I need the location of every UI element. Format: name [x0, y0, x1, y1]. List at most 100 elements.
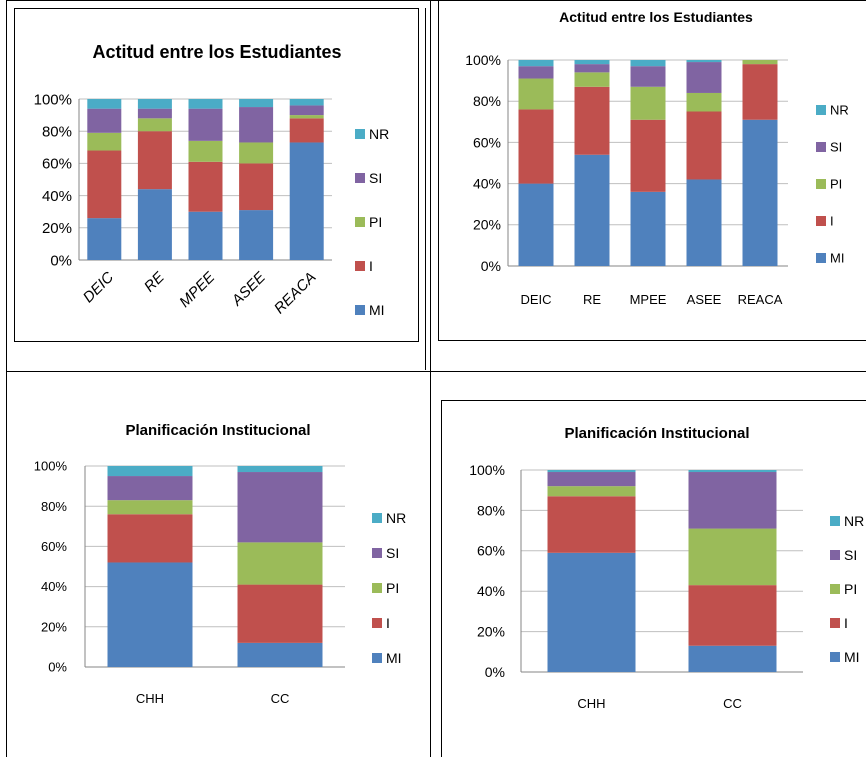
- bar-segment-si: [630, 66, 666, 87]
- legend-label: SI: [844, 547, 857, 563]
- y-tick-label: 60%: [42, 156, 72, 173]
- x-tick-label: DEIC: [80, 269, 117, 306]
- bar-segment-pi: [742, 60, 778, 65]
- bar-segment-mi: [87, 218, 122, 260]
- bar-segment-pi: [686, 92, 722, 112]
- bar-segment-nr: [188, 99, 223, 109]
- bar-segment-mi: [688, 645, 777, 672]
- bar-segment-pi: [688, 528, 777, 586]
- legend-label: I: [844, 615, 848, 631]
- bar-segment-mi: [137, 189, 172, 260]
- bar-segment-pi: [630, 86, 666, 120]
- chart-planificacion-1: Planificación Institucional 0% 20% 40% 60% 80…: [34, 422, 406, 706]
- legend-label: I: [386, 615, 390, 631]
- x-tick-label: RE: [583, 292, 601, 307]
- bar-segment-pi: [237, 542, 323, 585]
- legend-label: SI: [386, 545, 399, 561]
- bar-segment-si: [107, 476, 193, 501]
- legend-swatch-si: [372, 548, 382, 558]
- legend-swatch-nr: [830, 516, 840, 526]
- legend-swatch-nr: [372, 513, 382, 523]
- x-tick-label: CC: [271, 691, 290, 706]
- bar-segment-i: [107, 514, 193, 563]
- y-tick-label: 60%: [477, 543, 505, 559]
- x-tick-label: CC: [723, 696, 742, 711]
- chart-actitud-1: Actitud entre los Estudiantes 0% 20% 40% 60%…: [34, 42, 390, 318]
- legend-swatch-mi: [372, 653, 382, 663]
- legend-label: SI: [830, 140, 842, 155]
- bar-segment-pi: [289, 115, 324, 119]
- legend-label: NR: [386, 510, 406, 526]
- legend-swatch-pi: [816, 179, 826, 189]
- bar-segment-nr: [547, 470, 636, 473]
- y-tick-label: 100%: [34, 459, 68, 474]
- legend-swatch-mi: [816, 253, 826, 263]
- legend-swatch-mi: [355, 305, 365, 315]
- x-tick-label: REACA: [271, 269, 320, 318]
- legend-label: PI: [386, 580, 399, 596]
- bar-segment-si: [87, 108, 122, 133]
- chart-title: Planificación Institucional: [125, 422, 310, 439]
- legend-label: PI: [830, 177, 842, 192]
- y-tick-label: 0%: [485, 664, 505, 680]
- legend-swatch-nr: [355, 129, 365, 139]
- legend-label: PI: [844, 581, 857, 597]
- legend-label: MI: [830, 251, 844, 266]
- x-tick-label: REACA: [738, 292, 783, 307]
- legend-label: MI: [844, 649, 860, 665]
- x-tick-label: CHH: [136, 691, 164, 706]
- y-tick-label: 60%: [41, 539, 67, 554]
- bar-segment-pi: [188, 140, 223, 162]
- bar-segment-si: [574, 64, 610, 73]
- bar-segment-si: [686, 62, 722, 93]
- bar-segment-nr: [574, 60, 610, 65]
- y-tick-label: 100%: [465, 52, 501, 68]
- bar-segment-nr: [686, 60, 722, 63]
- legend-swatch-i: [372, 618, 382, 628]
- legend-label: NR: [844, 513, 864, 529]
- chart-title: Actitud entre los Estudiantes: [92, 42, 341, 62]
- y-tick-label: 0%: [50, 252, 72, 269]
- x-tick-label: RE: [141, 268, 168, 295]
- bar-segment-i: [518, 109, 554, 184]
- bar-segment-mi: [518, 183, 554, 266]
- chart-actitud-2: Actitud entre los Estudiantes 0% 20% 40% 60%…: [465, 9, 849, 307]
- chart-title: Planificación Institucional: [564, 425, 749, 442]
- chart-1-border: [14, 8, 419, 342]
- bar-segment-mi: [107, 562, 193, 667]
- bar-segment-si: [518, 66, 554, 79]
- bar-segment-si: [137, 108, 172, 119]
- y-tick-label: 20%: [477, 624, 505, 640]
- legend-label: SI: [369, 170, 382, 186]
- y-tick-label: 40%: [477, 583, 505, 599]
- legend-label: MI: [369, 302, 385, 318]
- bar-segment-mi: [574, 154, 610, 266]
- x-tick-label: CHH: [577, 696, 605, 711]
- bar-segment-mi: [289, 142, 324, 260]
- table-frame: [6, 0, 866, 757]
- legend-label: I: [369, 258, 373, 274]
- y-tick-label: 40%: [41, 579, 67, 594]
- x-tick-label: ASEE: [228, 268, 270, 310]
- legend-swatch-pi: [372, 583, 382, 593]
- x-tick-label: MPEE: [630, 292, 667, 307]
- y-tick-label: 40%: [473, 176, 501, 192]
- legend-label: MI: [386, 650, 402, 666]
- y-tick-label: 80%: [473, 93, 501, 109]
- legend-swatch-si: [816, 142, 826, 152]
- bar-segment-i: [239, 163, 274, 211]
- bar-segment-i: [547, 496, 636, 553]
- bar-segment-mi: [237, 642, 323, 667]
- x-tick-label: MPEE: [176, 268, 219, 311]
- bar-segment-si: [688, 472, 777, 529]
- legend-swatch-pi: [355, 217, 365, 227]
- y-tick-label: 0%: [481, 258, 501, 274]
- bar-segment-nr: [239, 99, 274, 108]
- bar-segment-i: [137, 131, 172, 190]
- bar-segment-i: [688, 585, 777, 646]
- bar-segment-nr: [87, 99, 122, 109]
- bar-segment-mi: [239, 210, 274, 260]
- legend-label: PI: [369, 214, 382, 230]
- bar-segment-i: [574, 86, 610, 155]
- y-tick-label: 20%: [42, 220, 72, 237]
